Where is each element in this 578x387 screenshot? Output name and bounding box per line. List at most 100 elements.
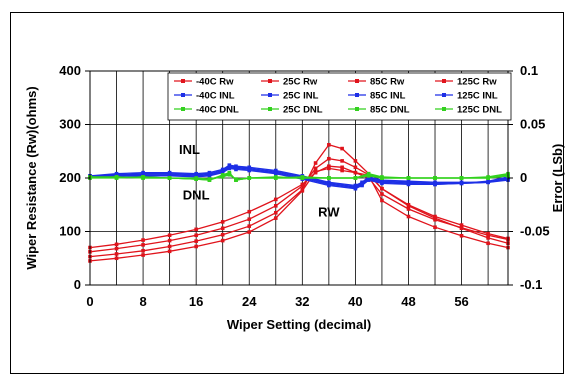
data-point [141, 238, 145, 242]
legend-swatch-marker [181, 107, 185, 111]
data-point [227, 172, 232, 177]
data-point [327, 176, 331, 180]
data-point [167, 249, 172, 254]
data-point [194, 176, 198, 180]
data-point [327, 143, 331, 147]
annotation-label: RW [318, 205, 340, 220]
y-tick-label: 0 [74, 277, 81, 292]
legend-item: -40C Rw [174, 77, 234, 88]
data-point [141, 248, 145, 253]
data-point [406, 176, 411, 180]
x-tick-label: 40 [348, 294, 362, 309]
series-rw-3 [88, 166, 510, 263]
legend-swatch-marker [181, 93, 185, 97]
series-rw-2 [88, 143, 510, 259]
data-point [247, 224, 252, 228]
annotation-label: INL [179, 142, 200, 157]
data-point [247, 230, 252, 234]
data-point [220, 238, 225, 243]
data-point [141, 175, 145, 179]
y2-axis-label: Error (LSb) [550, 144, 565, 213]
legend-label: 25C INL [283, 91, 319, 102]
data-point [327, 183, 331, 188]
legend-item: 125C INL [435, 91, 498, 102]
data-point [353, 186, 358, 191]
data-point [486, 179, 490, 184]
data-point [273, 210, 278, 215]
data-point [313, 161, 318, 165]
legend: -40C Rw 25C Rw 85C Rw 125C Rw -40C INL 25C IN… [167, 72, 512, 121]
data-point [486, 236, 490, 240]
data-point [234, 167, 238, 172]
data-point [353, 176, 358, 180]
data-point [167, 233, 172, 238]
legend-label: 25C DNL [283, 105, 323, 116]
legend-swatch-marker [268, 107, 272, 111]
data-point [247, 168, 252, 173]
data-point [486, 241, 490, 246]
series-layer [88, 143, 510, 263]
legend-label: -40C Rw [196, 77, 234, 88]
y-tick-label: 400 [59, 63, 81, 78]
annotation-label: DNL [183, 187, 210, 202]
legend-label: 85C DNL [370, 105, 410, 116]
legend-item: 25C Rw [261, 77, 318, 88]
x-tick-label: 48 [401, 294, 415, 309]
data-point [194, 227, 198, 232]
y2-tick-label: -0.05 [520, 224, 550, 239]
x-tick-label: 56 [454, 294, 468, 309]
data-point [247, 176, 252, 180]
data-point [194, 239, 198, 243]
data-point [273, 204, 278, 208]
legend-swatch-marker [355, 107, 359, 111]
series-line [89, 158, 509, 253]
data-point [406, 182, 411, 187]
data-point [273, 197, 278, 202]
data-point [327, 164, 331, 169]
data-point [433, 216, 437, 220]
data-point [273, 176, 278, 180]
data-point [141, 253, 145, 257]
data-point [114, 176, 119, 180]
data-point [167, 174, 172, 178]
legend-label: 85C INL [370, 91, 406, 102]
data-point [114, 256, 119, 261]
series-line [89, 167, 509, 190]
data-point [459, 223, 464, 227]
data-point [194, 244, 198, 249]
legend-label: -40C INL [196, 91, 235, 102]
chart-frame [10, 12, 564, 374]
data-point [459, 226, 464, 231]
x-axis-label: Wiper Setting (decimal) [227, 317, 371, 332]
data-point [273, 216, 278, 220]
legend-swatch-marker [355, 93, 359, 97]
data-point [114, 242, 119, 247]
data-point [234, 177, 238, 181]
legend-item: -40C DNL [174, 105, 239, 116]
data-point [220, 226, 225, 231]
legend-label: 125C INL [457, 91, 498, 102]
data-point [366, 178, 371, 182]
data-point [300, 184, 305, 188]
series-line [89, 144, 509, 258]
data-point [406, 214, 411, 219]
data-point [313, 169, 318, 174]
legend-swatch-marker [442, 93, 446, 97]
legend-label: 125C Rw [457, 77, 497, 88]
data-point [220, 220, 225, 224]
y-tick-label: 300 [59, 117, 81, 132]
data-point [340, 165, 344, 170]
x-tick-label: 32 [295, 294, 309, 309]
data-point [167, 244, 172, 249]
data-point [207, 177, 212, 181]
y2-tick-label: -0.1 [520, 277, 542, 292]
series-line [89, 167, 509, 262]
data-point [380, 192, 384, 196]
data-point [220, 170, 225, 175]
data-point [380, 186, 384, 191]
data-point [247, 217, 252, 221]
legend-item: 125C DNL [435, 105, 502, 116]
y-tick-label: 200 [59, 170, 81, 185]
y-tick-label: 100 [59, 224, 81, 239]
